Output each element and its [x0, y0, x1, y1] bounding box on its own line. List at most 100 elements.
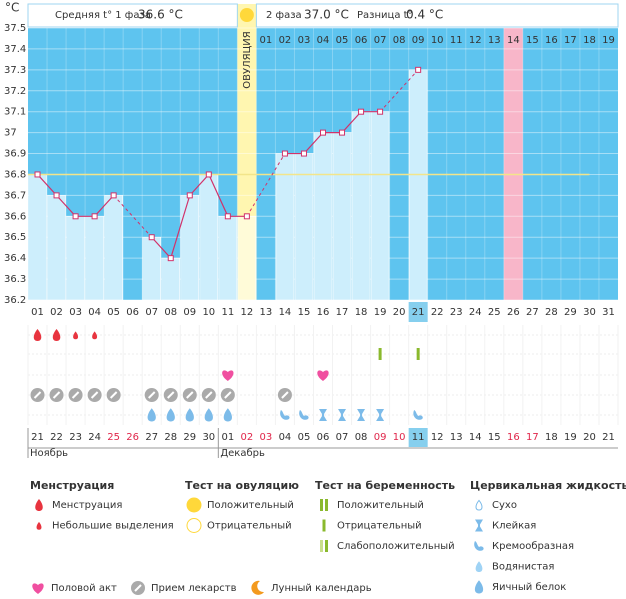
legend-label: Менструация	[52, 500, 122, 511]
x-tick-label: 03	[69, 307, 82, 318]
dpo-label: 04	[317, 35, 330, 46]
dpo-label: 07	[374, 35, 387, 46]
x-tick-label: 18	[355, 307, 368, 318]
calendar-date: 23	[69, 432, 82, 443]
header-label: 2 фаза	[266, 10, 302, 21]
point	[281, 150, 288, 157]
x-tick-label: 02	[50, 307, 63, 318]
sticky-icon	[376, 409, 385, 421]
ovulation-test-icon	[186, 518, 202, 533]
legend-label: Прием лекарств	[151, 583, 237, 594]
x-tick-label: 28	[545, 307, 558, 318]
pill-icon	[71, 391, 80, 399]
bar	[28, 174, 47, 301]
point	[72, 213, 79, 220]
bar	[237, 216, 257, 301]
eggwhite-icon	[474, 580, 484, 594]
calendar-date: 01	[221, 432, 234, 443]
calendar-date: 30	[202, 432, 215, 443]
bar	[313, 132, 333, 301]
calendar-date: 04	[279, 432, 292, 443]
creamy-icon	[474, 541, 484, 551]
pill-icon	[186, 391, 194, 399]
calendar-date: 25	[107, 432, 120, 443]
bar	[218, 216, 238, 301]
calendar-date: 27	[145, 432, 158, 443]
point	[91, 213, 98, 220]
creamy-icon	[413, 410, 423, 420]
point	[110, 192, 117, 199]
pregnancy-test-icon	[320, 540, 323, 552]
eggwhite-icon	[147, 408, 156, 422]
x-tick-label: 24	[469, 307, 482, 318]
x-tick-label: 08	[164, 307, 177, 318]
pill-icon	[224, 391, 232, 399]
point	[339, 129, 346, 136]
x-tick-label: 09	[183, 307, 196, 318]
sticky-icon	[319, 409, 327, 421]
point	[205, 171, 212, 178]
y-tick-label: 37.5	[4, 23, 26, 34]
point	[34, 171, 41, 178]
spotting-icon	[92, 331, 98, 340]
point	[148, 234, 155, 241]
dpo-label: 01	[260, 35, 273, 46]
sticky-icon	[338, 409, 347, 421]
bar	[180, 195, 200, 301]
ovulation-label: ОВУЛЯЦИЯ	[242, 31, 253, 89]
x-tick-label: 20	[393, 307, 406, 318]
y-tick-label: 36.3	[4, 274, 26, 285]
bar	[199, 174, 219, 301]
temperature-line	[151, 173, 247, 260]
calendar-date: 26	[126, 432, 139, 443]
legend-label: Отрицательный	[207, 521, 292, 532]
moon-icon	[251, 580, 264, 595]
creamy-icon	[299, 410, 309, 420]
eggwhite-icon	[185, 408, 194, 422]
dpo-label: 05	[336, 35, 349, 46]
spotting-icon	[73, 331, 79, 340]
calendar-date: 03	[260, 432, 273, 443]
pregnancy-test-icon	[320, 499, 323, 511]
header-value: 36.6 °C	[138, 8, 183, 22]
calendar-date: 21	[602, 432, 615, 443]
x-tick-label: 22	[431, 307, 444, 318]
bar	[142, 236, 162, 301]
dpo-label: 15	[526, 35, 539, 46]
y-tick-label: 36.4	[4, 253, 26, 264]
pregnancy-test-icon	[325, 540, 328, 552]
x-tick-label: 14	[279, 307, 292, 318]
calendar-date: 13	[450, 432, 463, 443]
point	[320, 129, 326, 136]
month-label: Декабрь	[220, 448, 265, 459]
menstruation-icon	[35, 499, 43, 511]
y-tick-label: 37.2	[4, 86, 26, 97]
legend-label: Водянистая	[492, 562, 554, 573]
pill-icon	[90, 391, 99, 399]
pregnancy-test-icon	[378, 348, 382, 360]
x-tick-label: 15	[298, 307, 311, 318]
y-tick-label: 36.5	[4, 232, 26, 243]
heart-icon	[222, 370, 234, 381]
bar	[332, 132, 352, 301]
dpo-label: 16	[545, 35, 558, 46]
calendar-date: 22	[50, 432, 63, 443]
calendar-date: 29	[183, 432, 196, 443]
x-tick-label: 04	[88, 307, 101, 318]
y-tick-label: 36.9	[4, 149, 26, 160]
x-tick-label: 27	[526, 307, 539, 318]
watery-icon	[475, 561, 483, 572]
legend-label: Яичный белок	[492, 582, 566, 593]
eggwhite-icon	[166, 408, 175, 422]
dry-icon	[475, 499, 483, 511]
dpo-label: 08	[393, 35, 406, 46]
pill-icon	[281, 391, 289, 399]
point	[377, 108, 384, 115]
dpo-label: 11	[450, 35, 463, 46]
calendar-date: 05	[298, 432, 311, 443]
calendar-date: 24	[88, 432, 101, 443]
point	[358, 108, 365, 115]
calendar-date: 10	[393, 432, 406, 443]
eggwhite-icon	[204, 408, 213, 422]
